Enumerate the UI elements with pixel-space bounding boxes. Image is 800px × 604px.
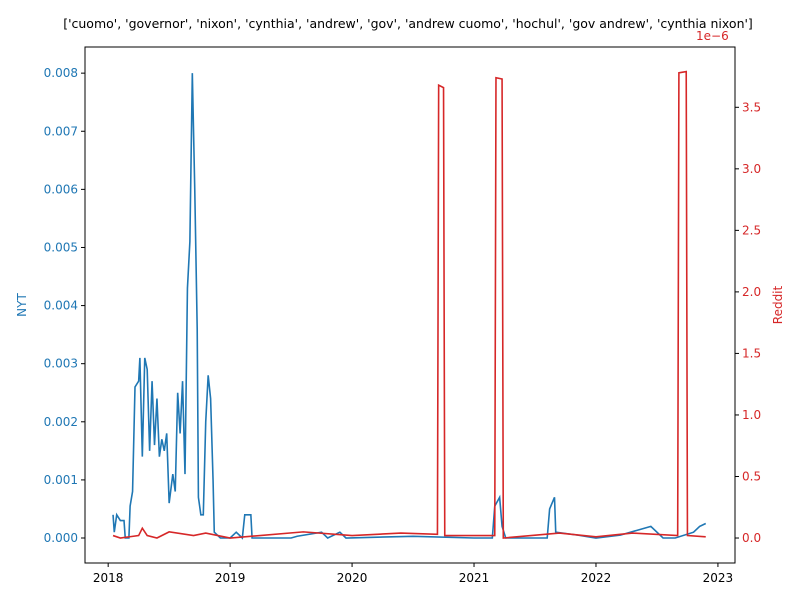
y-tick-label: 0.000 — [44, 531, 78, 545]
y2-tick-label: 2.5 — [742, 223, 761, 237]
x-tick-label: 2021 — [459, 571, 490, 585]
y2-offset-label: 1e−6 — [696, 29, 729, 43]
x-tick-label: 2023 — [703, 571, 734, 585]
y2-tick-label: 1.0 — [742, 408, 761, 422]
chart-title: ['cuomo', 'governor', 'nixon', 'cynthia'… — [63, 16, 753, 31]
data-line — [112, 73, 707, 540]
x-tick-label: 2019 — [215, 571, 246, 585]
y-tick-label: 0.003 — [44, 357, 78, 371]
y2-tick-label: 0.5 — [742, 469, 761, 483]
y-tick-label: 0.004 — [44, 299, 78, 313]
plot-frame — [84, 46, 736, 564]
y2-tick-label: 2.0 — [742, 285, 761, 299]
y2-tick-label: 1.5 — [742, 346, 761, 360]
y-tick-label: 0.008 — [44, 66, 78, 80]
y-tick-label: 0.007 — [44, 124, 78, 138]
y2-tick-label: 3.0 — [742, 162, 761, 176]
data-line — [112, 70, 706, 539]
x-tick-label: 2022 — [581, 571, 612, 585]
y-tick-label: 0.001 — [44, 473, 78, 487]
y-tick-label: 0.005 — [44, 240, 78, 254]
y2-tick-label: 3.5 — [742, 100, 761, 114]
x-tick-label: 2018 — [93, 571, 124, 585]
y2-tick-label: 0.0 — [742, 531, 761, 545]
y-tick-label: 0.006 — [44, 182, 78, 196]
y-tick-label: 0.002 — [44, 415, 78, 429]
y2-axis-label: Reddit — [771, 285, 785, 324]
x-tick-label: 2020 — [337, 571, 368, 585]
y-axis-label: NYT — [15, 293, 29, 317]
